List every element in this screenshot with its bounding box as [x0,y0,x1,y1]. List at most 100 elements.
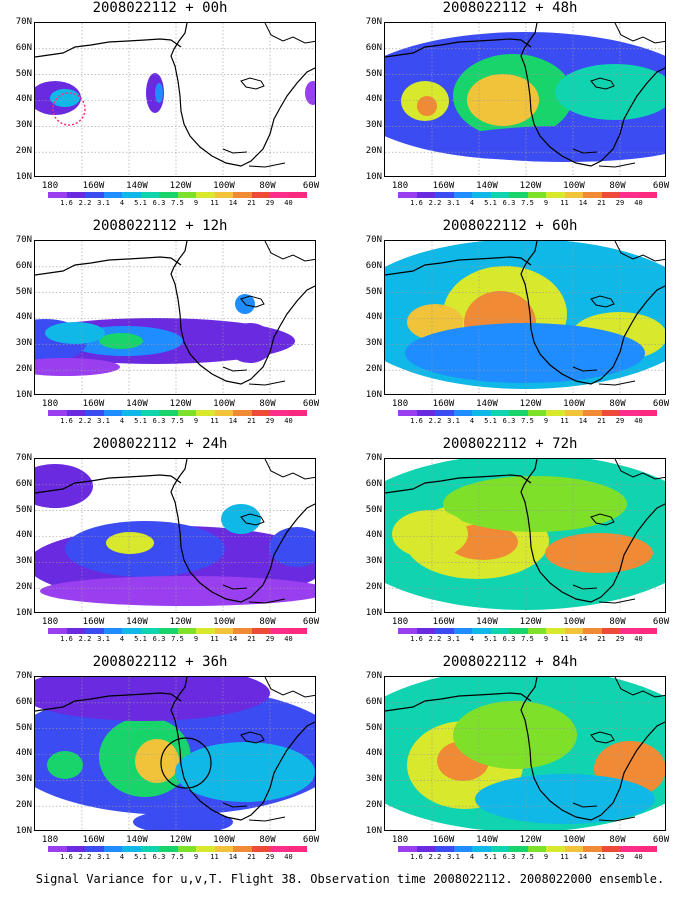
colorbar-swatch [140,410,159,416]
colorbar-swatch [214,846,233,852]
lat-label: 10N [365,607,382,618]
figure-caption: Signal Variance for u,v,T. Flight 38. Ob… [35,872,665,886]
lon-label: 60W [652,835,670,845]
variance-map [35,241,315,394]
lat-label: 70N [15,17,32,27]
lat-label: 50N [15,722,32,733]
colorbar-swatch [472,628,491,634]
colorbar-label: 40 [634,635,643,643]
colorbar-label: 14 [578,853,588,861]
colorbar-label: 29 [265,635,275,643]
colorbar-label: 4 [469,853,475,861]
colorbar-swatch [490,192,509,198]
lat-label: 70N [365,17,382,27]
colorbar-label: 5.1 [134,853,147,861]
lat-label: 10N [15,171,32,182]
colorbar-label: 7.5 [171,853,184,861]
lon-label: 180 [41,617,59,627]
lat-label: 60N [15,478,32,489]
variance-map [35,23,315,176]
panel-title: 2008022112 + 72h [442,436,578,452]
colorbar-swatch [527,192,546,198]
lat-label: 50N [365,286,382,297]
colorbar-swatch [620,410,639,416]
colorbar-label: 7.5 [171,417,184,425]
colorbar-swatch [196,192,215,198]
colorbar-swatch [122,846,141,852]
lon-label: 160W [82,399,105,409]
lon-label: 100W [563,617,585,627]
variance-map [385,677,665,830]
lon-label: 180 [391,181,409,191]
map-frame [384,240,666,395]
lat-label: 10N [15,825,32,836]
colorbar-label: 40 [284,199,293,207]
colorbar-swatch [527,846,546,852]
colorbar-label: 29 [615,635,625,643]
colorbar-swatch [453,628,472,634]
panel-title: 2008022112 + 84h [442,654,578,670]
colorbar-swatch [48,192,67,198]
colorbar-swatch [546,192,565,198]
colorbar-swatch [103,410,122,416]
colorbar-label: 14 [228,853,238,861]
colorbar [48,410,307,416]
lon-label: 100W [563,835,585,845]
colorbar-label: 3.1 [97,635,110,643]
colorbar-swatch [66,192,85,198]
lat-label: 30N [365,338,382,349]
lon-label: 180 [41,399,59,409]
colorbar-swatch [177,628,196,634]
lon-label: 60W [302,399,320,409]
colorbar-label: 40 [634,853,643,861]
colorbar-label: 3.1 [447,853,460,861]
colorbar-label: 1.6 [410,417,423,425]
colorbar-swatch [214,192,233,198]
colorbar-label: 29 [615,853,625,861]
colorbar-label: 11 [210,853,219,861]
colorbar-label: 6.3 [152,635,166,643]
map-panel: 2008022112 + 12h 70N 60N 50N 40N 30N 20N 10N 180… [0,218,320,425]
colorbar-swatch [546,628,565,634]
lat-label: 60N [365,42,382,53]
colorbar-swatch [509,410,528,416]
lat-label: 10N [15,389,32,400]
colorbar-swatch [233,846,252,852]
colorbar-label: 4 [119,417,125,425]
colorbar-swatch [398,192,417,198]
lon-label: 60W [302,617,320,627]
colorbar-label: 29 [265,417,275,425]
colorbar-swatch [416,410,435,416]
colorbar-swatch [472,410,491,416]
colorbar-swatch [583,846,602,852]
lat-label: 40N [365,530,382,541]
lon-label: 100W [213,399,235,409]
colorbar-label: 11 [560,199,569,207]
colorbar-label: 3.1 [447,635,460,643]
colorbar-swatch [435,410,454,416]
colorbar [48,628,307,634]
colorbar-swatch [601,410,620,416]
colorbar-label: 11 [560,417,569,425]
colorbar [48,192,307,198]
colorbar-label: 1.6 [410,635,423,643]
lat-label: 20N [365,364,382,374]
colorbar-swatch [196,628,215,634]
map-panel: 2008022112 + 60h 70N 60N 50N 40N 30N 20N 10N 180… [350,218,670,425]
colorbar-swatch [435,628,454,634]
colorbar-label: 3.1 [447,199,460,207]
colorbar-label: 9 [193,635,199,643]
lon-label: 140W [476,835,498,845]
lat-label: 10N [365,825,382,836]
lat-label: 40N [15,312,32,323]
colorbar-label: 14 [228,417,238,425]
colorbar-label: 4 [469,635,475,643]
lat-label: 30N [365,556,382,567]
colorbar-swatch [214,410,233,416]
lon-label: 80W [259,617,276,627]
colorbar-swatch [233,192,252,198]
colorbar-label: 5.1 [134,199,147,207]
lat-label: 60N [365,478,382,489]
colorbar [398,846,657,852]
lat-label: 40N [365,312,382,323]
